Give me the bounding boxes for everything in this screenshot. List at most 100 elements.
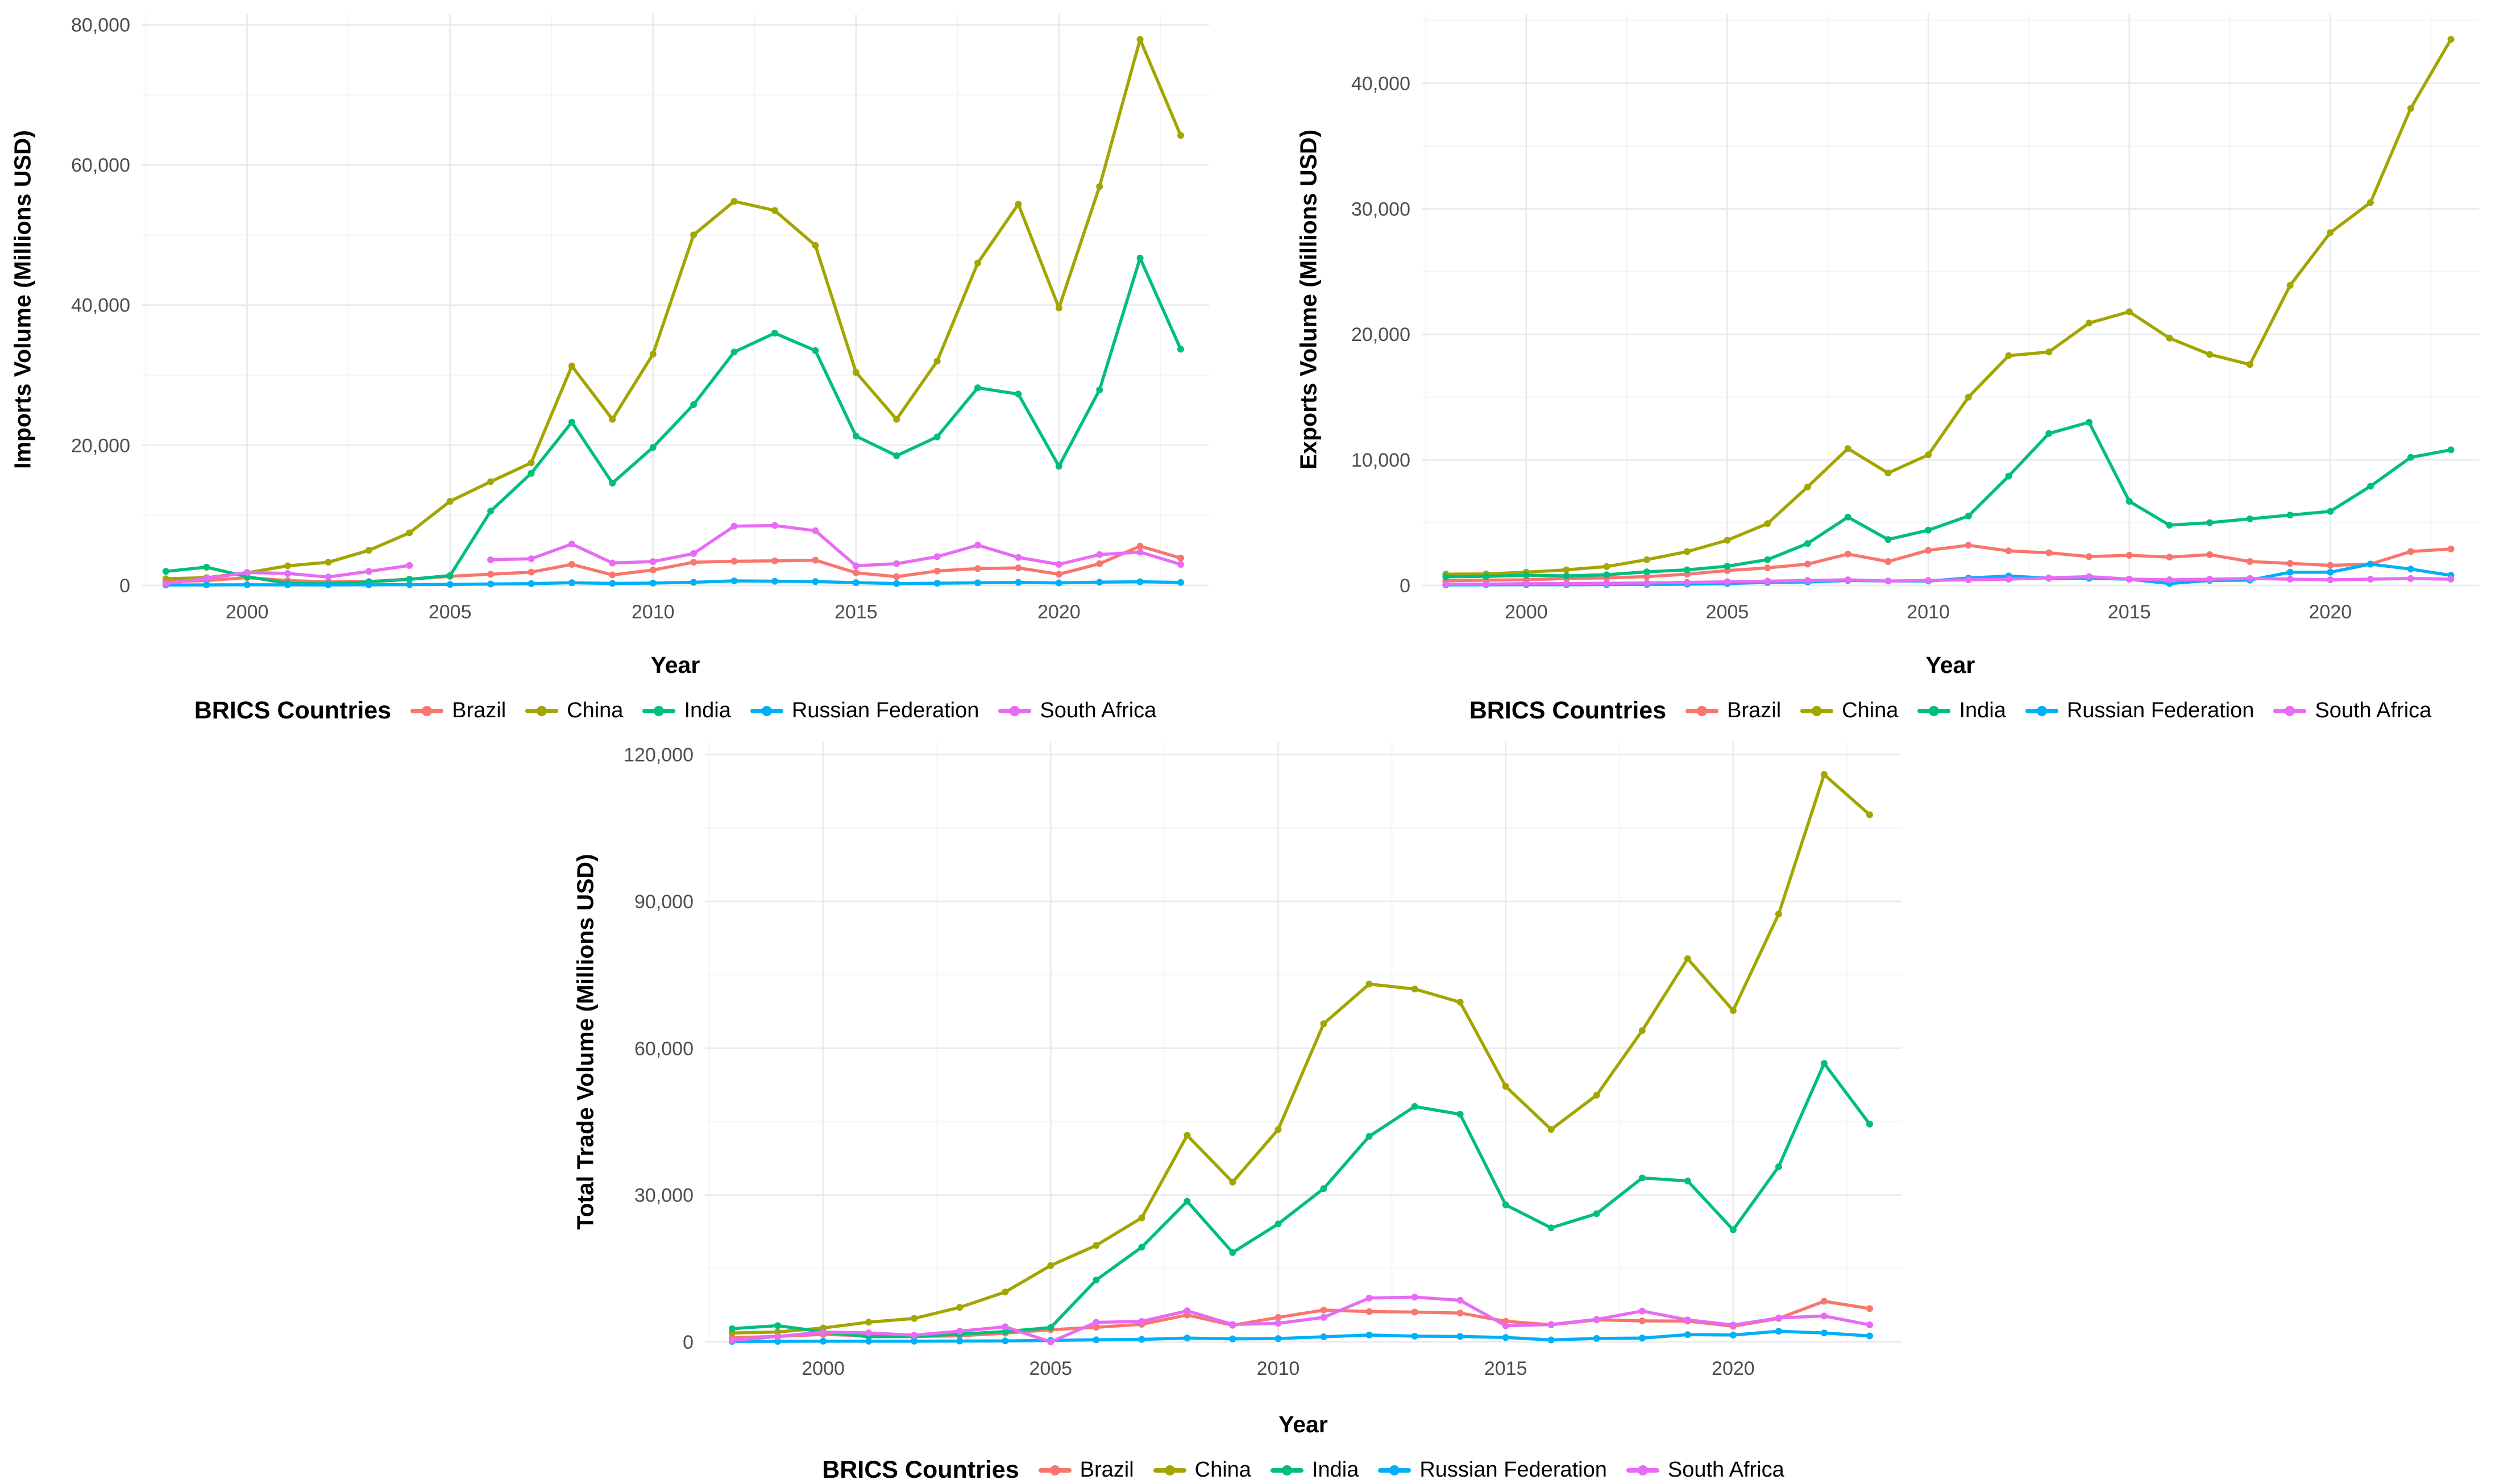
y-tick-label: 10,000 [1351,450,1410,471]
legend-item-india: India [642,699,731,723]
data-point [2447,446,2455,454]
legend-key-dot [422,705,433,716]
data-point [1775,1163,1782,1170]
data-point [774,1322,782,1329]
y-tick-label: 0 [119,575,130,597]
data-point [1096,551,1103,558]
data-point [1502,1334,1509,1341]
data-point [1184,1198,1191,1205]
series-line-russian-federation [730,1329,1871,1343]
x-tick-label: 2020 [1037,601,1081,623]
data-point [2447,36,2455,43]
data-point [1643,573,1650,580]
data-point [2327,508,2334,515]
x-tick-label: 2010 [1907,601,1950,623]
data-point [1547,1126,1555,1133]
panel-exports-chart: Exports Volume (Millions USD) 0 10,000 20,… [1282,0,2516,725]
legend-label: South Africa [2315,699,2432,722]
data-point [771,330,778,337]
legend-label: Russian Federation [2066,699,2255,722]
data-point [649,579,657,587]
data-point [2286,512,2294,519]
data-point [1229,1178,1236,1186]
data-point [1002,1328,1009,1335]
data-point [933,358,941,365]
data-point [1047,1262,1054,1269]
data-point [1684,955,1691,962]
data-point [1775,1314,1782,1321]
legend-key-dot [2036,705,2047,716]
data-point [2045,574,2053,581]
data-point [1764,556,1771,563]
legend-label: Brazil [1727,699,1782,722]
series [162,36,1184,589]
data-point [812,347,819,354]
data-point [1229,1321,1236,1328]
data-point [487,556,495,563]
data-point [820,1337,827,1345]
legend-item-china: China [1800,699,1898,723]
legend-key-icon [1378,1465,1411,1476]
data-point [162,580,169,587]
series-line-south-africa [164,523,1182,585]
y-tick-label: 30,000 [1351,198,1410,220]
data-point [1603,580,1610,587]
data-point [609,559,616,567]
data-point [2447,576,2455,583]
data-point [1055,463,1062,470]
data-point [568,561,575,568]
data-point [1866,1321,1873,1328]
data-point [690,231,697,239]
y-tick-label: 60,000 [71,155,130,176]
data-point [2086,573,2092,580]
series-line-china [730,773,1871,1335]
data-point [1015,554,1022,561]
legend-key-icon [2025,705,2058,717]
data-point [1593,1210,1600,1217]
data-point [1764,564,1771,572]
y-tick-label: 120,000 [624,745,694,766]
data-point [1456,1296,1464,1304]
data-point [2005,576,2012,583]
data-point [1804,540,1811,547]
legend-title: BRICS Countries [194,697,392,724]
data-point [325,559,332,566]
data-point [2367,483,2374,490]
data-point [1442,581,1450,588]
data-point [568,579,575,587]
data-point [1274,1220,1282,1228]
data-point [203,575,210,582]
data-point [1093,1242,1100,1249]
y-tick-label: 40,000 [1351,73,1410,94]
data-point [1456,999,1464,1006]
legend-key-icon [525,705,559,717]
legend-label: China [1842,699,1899,722]
y-tick-label: 0 [683,1332,694,1353]
data-point [1884,577,1892,585]
data-point [1411,1332,1418,1340]
data-point [2447,545,2455,552]
data-point [2407,105,2414,112]
data-point [1138,1317,1145,1325]
legend-key-dot [1164,1465,1175,1475]
data-point [774,1333,782,1340]
y-tick-label: 80,000 [71,14,130,36]
data-point [2045,430,2053,437]
x-tick-label: 2020 [2309,601,2352,623]
data-point [893,415,900,423]
data-point [365,568,372,575]
data-point [1138,1244,1145,1251]
data-point [1844,550,1851,558]
data-point [1320,1020,1327,1028]
data-point [1093,1324,1100,1331]
total-legend: BRICS Countries Brazil China India Russian … [705,1456,1901,1484]
data-point [1820,1060,1828,1067]
legend-item-brazil: Brazil [1038,1458,1134,1482]
data-point [690,550,697,557]
data-point [2125,552,2133,559]
data-point [1729,1331,1737,1338]
data-point [1365,1308,1373,1315]
exports-x-axis-title: Year [1925,652,1975,678]
data-point [2246,575,2253,582]
data-point [2166,334,2173,342]
